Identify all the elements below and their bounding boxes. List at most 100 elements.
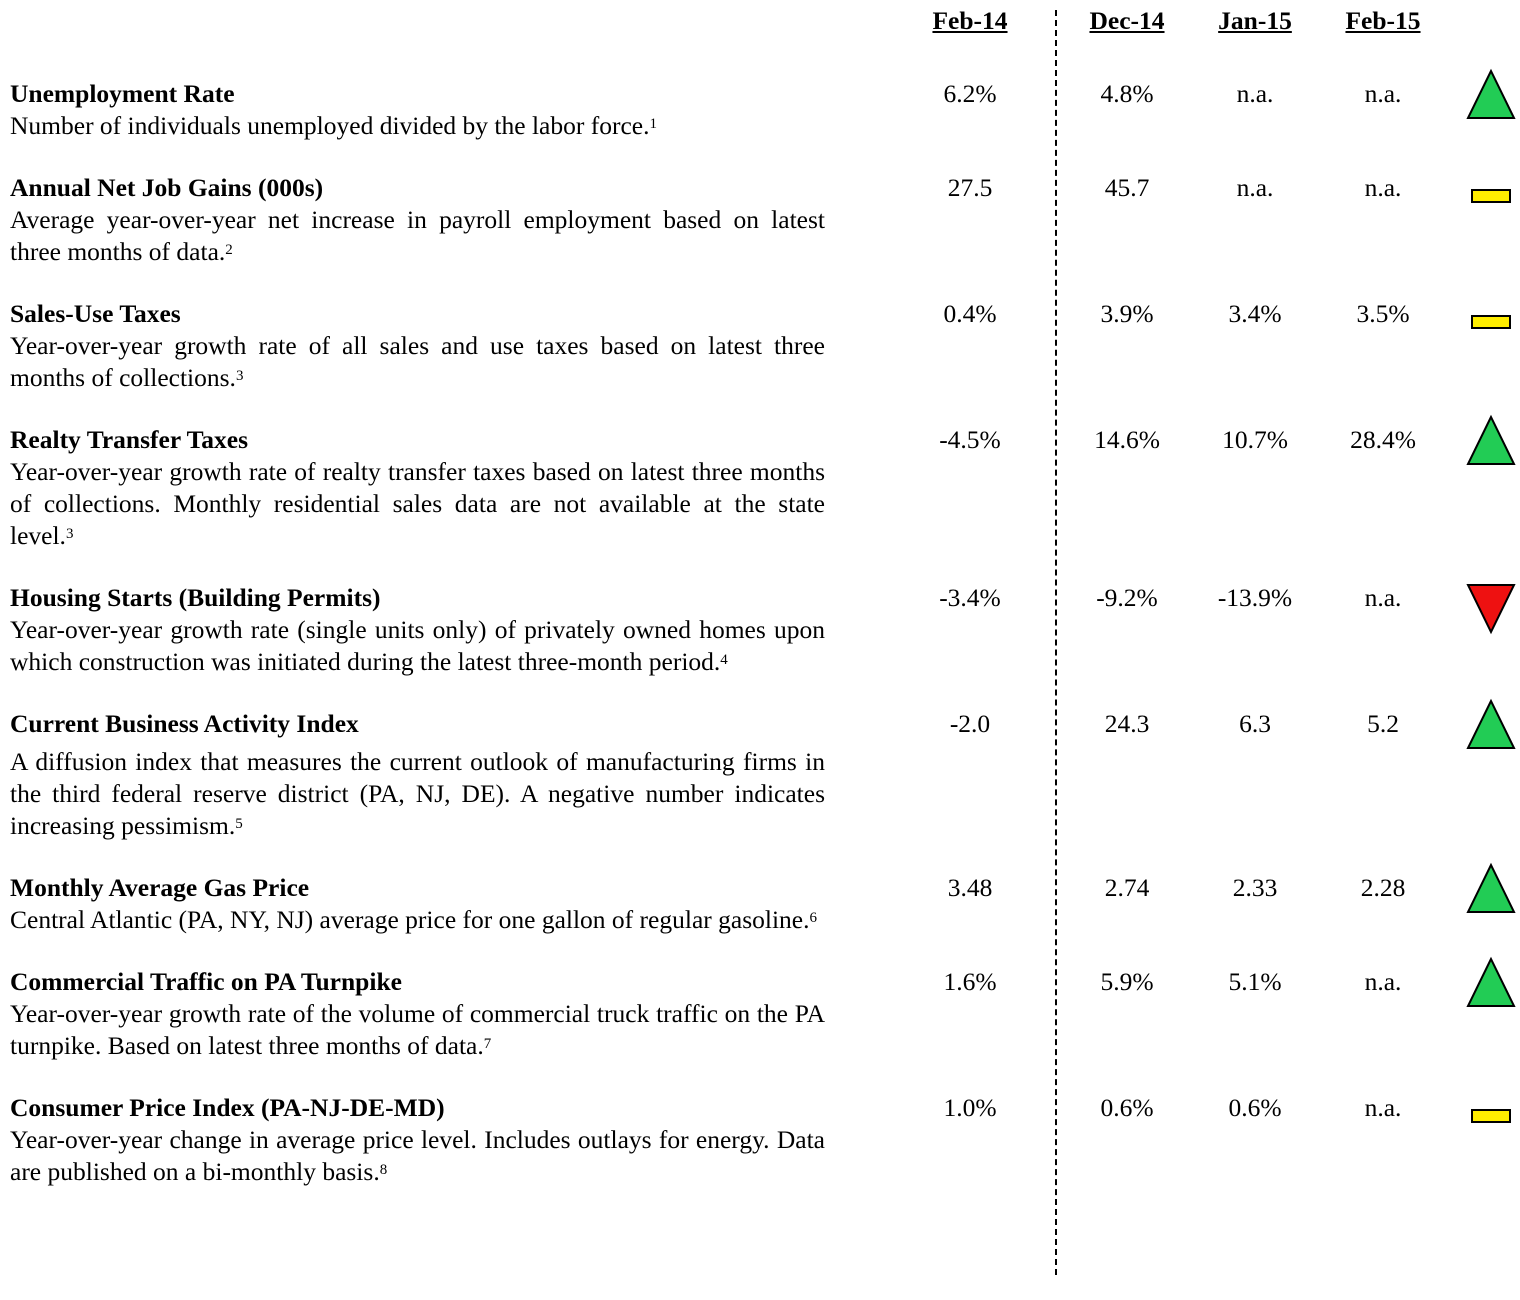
indicator-title: Sales-Use Taxes (10, 299, 181, 328)
value-cell: n.a. (1236, 79, 1274, 108)
column-divider (1055, 10, 1057, 1275)
indicator-description: Central Atlantic (PA, NY, NJ) average pr… (10, 904, 825, 936)
indicator-text: Commercial Traffic on PA Turnpike Year-ov… (10, 966, 825, 1062)
value-cell: n.a. (1364, 173, 1402, 202)
value-cell: 28.4% (1350, 425, 1416, 454)
value-cell: -9.2% (1096, 583, 1158, 612)
value-cell: 2.33 (1232, 873, 1278, 902)
value-cell: n.a. (1364, 79, 1402, 108)
indicator-description: Year-over-year growth rate (single units… (10, 614, 825, 678)
indicator-row: Commercial Traffic on PA Turnpike Year-ov… (10, 956, 1520, 1062)
indicator-text: Unemployment Rate Number of individuals u… (10, 78, 825, 142)
indicator-text: Housing Starts (Building Permits) Year-ov… (10, 582, 825, 678)
value-cell: -3.4% (939, 583, 1001, 612)
trend-indicator (1471, 189, 1511, 203)
value-cell: 2.28 (1360, 873, 1406, 902)
indicator-row: Housing Starts (Building Permits) Year-ov… (10, 582, 1520, 678)
trend-shape (1466, 68, 1516, 119)
indicator-description: Year-over-year change in average price l… (10, 1124, 825, 1188)
description-text: Central Atlantic (PA, NY, NJ) average pr… (10, 905, 810, 934)
trend-shape (1466, 584, 1516, 635)
indicator-row: Realty Transfer Taxes Year-over-year grow… (10, 414, 1520, 552)
indicator-description: Number of individuals unemployed divided… (10, 110, 825, 142)
indicator-title: Annual Net Job Gains (000s) (10, 173, 324, 202)
value-cell: 6.3 (1239, 709, 1271, 738)
footnote-ref: 2 (225, 242, 233, 258)
value-cell: 0.4% (943, 299, 997, 328)
indicator-row: Unemployment Rate Number of individuals u… (10, 68, 1520, 142)
trend-indicator (1466, 698, 1516, 749)
indicator-text: Consumer Price Index (PA-NJ-DE-MD) Year-o… (10, 1092, 825, 1188)
indicator-text: Monthly Average Gas Price Central Atlanti… (10, 872, 825, 936)
value-cell: n.a. (1364, 583, 1402, 612)
indicator-title: Realty Transfer Taxes (10, 425, 249, 454)
description-text: Year-over-year growth rate (single units… (10, 615, 825, 676)
indicator-description: A diffusion index that measures the curr… (10, 746, 825, 842)
footnote-ref: 4 (720, 652, 728, 668)
value-cell: 3.4% (1228, 299, 1282, 328)
trend-indicator (1466, 414, 1516, 465)
trend-shape (1466, 862, 1516, 913)
indicator-title: Unemployment Rate (10, 79, 235, 108)
indicator-title: Commercial Traffic on PA Turnpike (10, 967, 402, 996)
value-cell: 24.3 (1104, 709, 1150, 738)
column-header: Dec-14 (1089, 6, 1165, 35)
value-cell: 1.0% (943, 1093, 997, 1122)
value-cell: -2.0 (949, 709, 991, 738)
value-cell: 3.9% (1100, 299, 1154, 328)
value-cell: -13.9% (1217, 583, 1293, 612)
trend-indicator (1466, 862, 1516, 913)
indicator-title: Current Business Activity Index (10, 709, 359, 738)
description-text: Year-over-year growth rate of the volume… (10, 999, 825, 1060)
value-cell: n.a. (1364, 1093, 1402, 1122)
trend-indicator (1466, 956, 1516, 1007)
description-text: Number of individuals unemployed divided… (10, 111, 650, 140)
description-text: Year-over-year growth rate of all sales … (10, 331, 825, 392)
indicator-row: Monthly Average Gas Price Central Atlanti… (10, 862, 1520, 936)
value-cell: 5.9% (1100, 967, 1154, 996)
value-cell: 45.7 (1104, 173, 1150, 202)
value-cell: 3.5% (1356, 299, 1410, 328)
value-cell: 5.2 (1367, 709, 1399, 738)
value-cell: 5.1% (1228, 967, 1282, 996)
indicator-text: Realty Transfer Taxes Year-over-year grow… (10, 424, 825, 552)
value-cell: 0.6% (1100, 1093, 1154, 1122)
indicator-text: Annual Net Job Gains (000s) Average year-… (10, 172, 825, 268)
trend-shape (1466, 956, 1516, 1007)
value-cell: 3.48 (947, 873, 993, 902)
indicator-list: Unemployment Rate Number of individuals u… (10, 68, 1520, 1218)
value-cell: 6.2% (943, 79, 997, 108)
trend-indicator (1466, 68, 1516, 119)
footnote-ref: 6 (809, 910, 817, 926)
indicator-description: Average year-over-year net increase in p… (10, 204, 825, 268)
indicator-title: Housing Starts (Building Permits) (10, 583, 381, 612)
description-text: Year-over-year change in average price l… (10, 1125, 825, 1186)
value-cell: n.a. (1364, 967, 1402, 996)
column-header: Feb-15 (1345, 6, 1421, 35)
value-cell: 1.6% (943, 967, 997, 996)
indicator-row: Annual Net Job Gains (000s) Average year-… (10, 172, 1520, 268)
value-cell: -4.5% (939, 425, 1001, 454)
value-cell: 14.6% (1094, 425, 1160, 454)
value-cell: 0.6% (1228, 1093, 1282, 1122)
value-cell: n.a. (1236, 173, 1274, 202)
footnote-ref: 3 (65, 526, 74, 542)
footnote-ref: 7 (483, 1036, 492, 1052)
footnote-ref: 1 (649, 116, 657, 132)
indicator-description: Year-over-year growth rate of the volume… (10, 998, 825, 1062)
indicator-title: Monthly Average Gas Price (10, 873, 310, 902)
indicator-row: Consumer Price Index (PA-NJ-DE-MD) Year-o… (10, 1092, 1520, 1188)
footnote-ref: 8 (379, 1162, 388, 1178)
trend-shape (1471, 1109, 1511, 1123)
value-cell: 27.5 (947, 173, 993, 202)
indicator-description: Year-over-year growth rate of all sales … (10, 330, 825, 394)
trend-shape (1471, 315, 1511, 329)
indicator-row: Sales-Use Taxes Year-over-year growth rat… (10, 298, 1520, 394)
description-text: Average year-over-year net increase in p… (10, 205, 825, 266)
trend-shape (1466, 414, 1516, 465)
indicator-description: Year-over-year growth rate of realty tra… (10, 456, 825, 552)
trend-indicator (1466, 584, 1516, 635)
column-header: Jan-15 (1218, 6, 1292, 35)
description-text: A diffusion index that measures the curr… (10, 747, 825, 840)
